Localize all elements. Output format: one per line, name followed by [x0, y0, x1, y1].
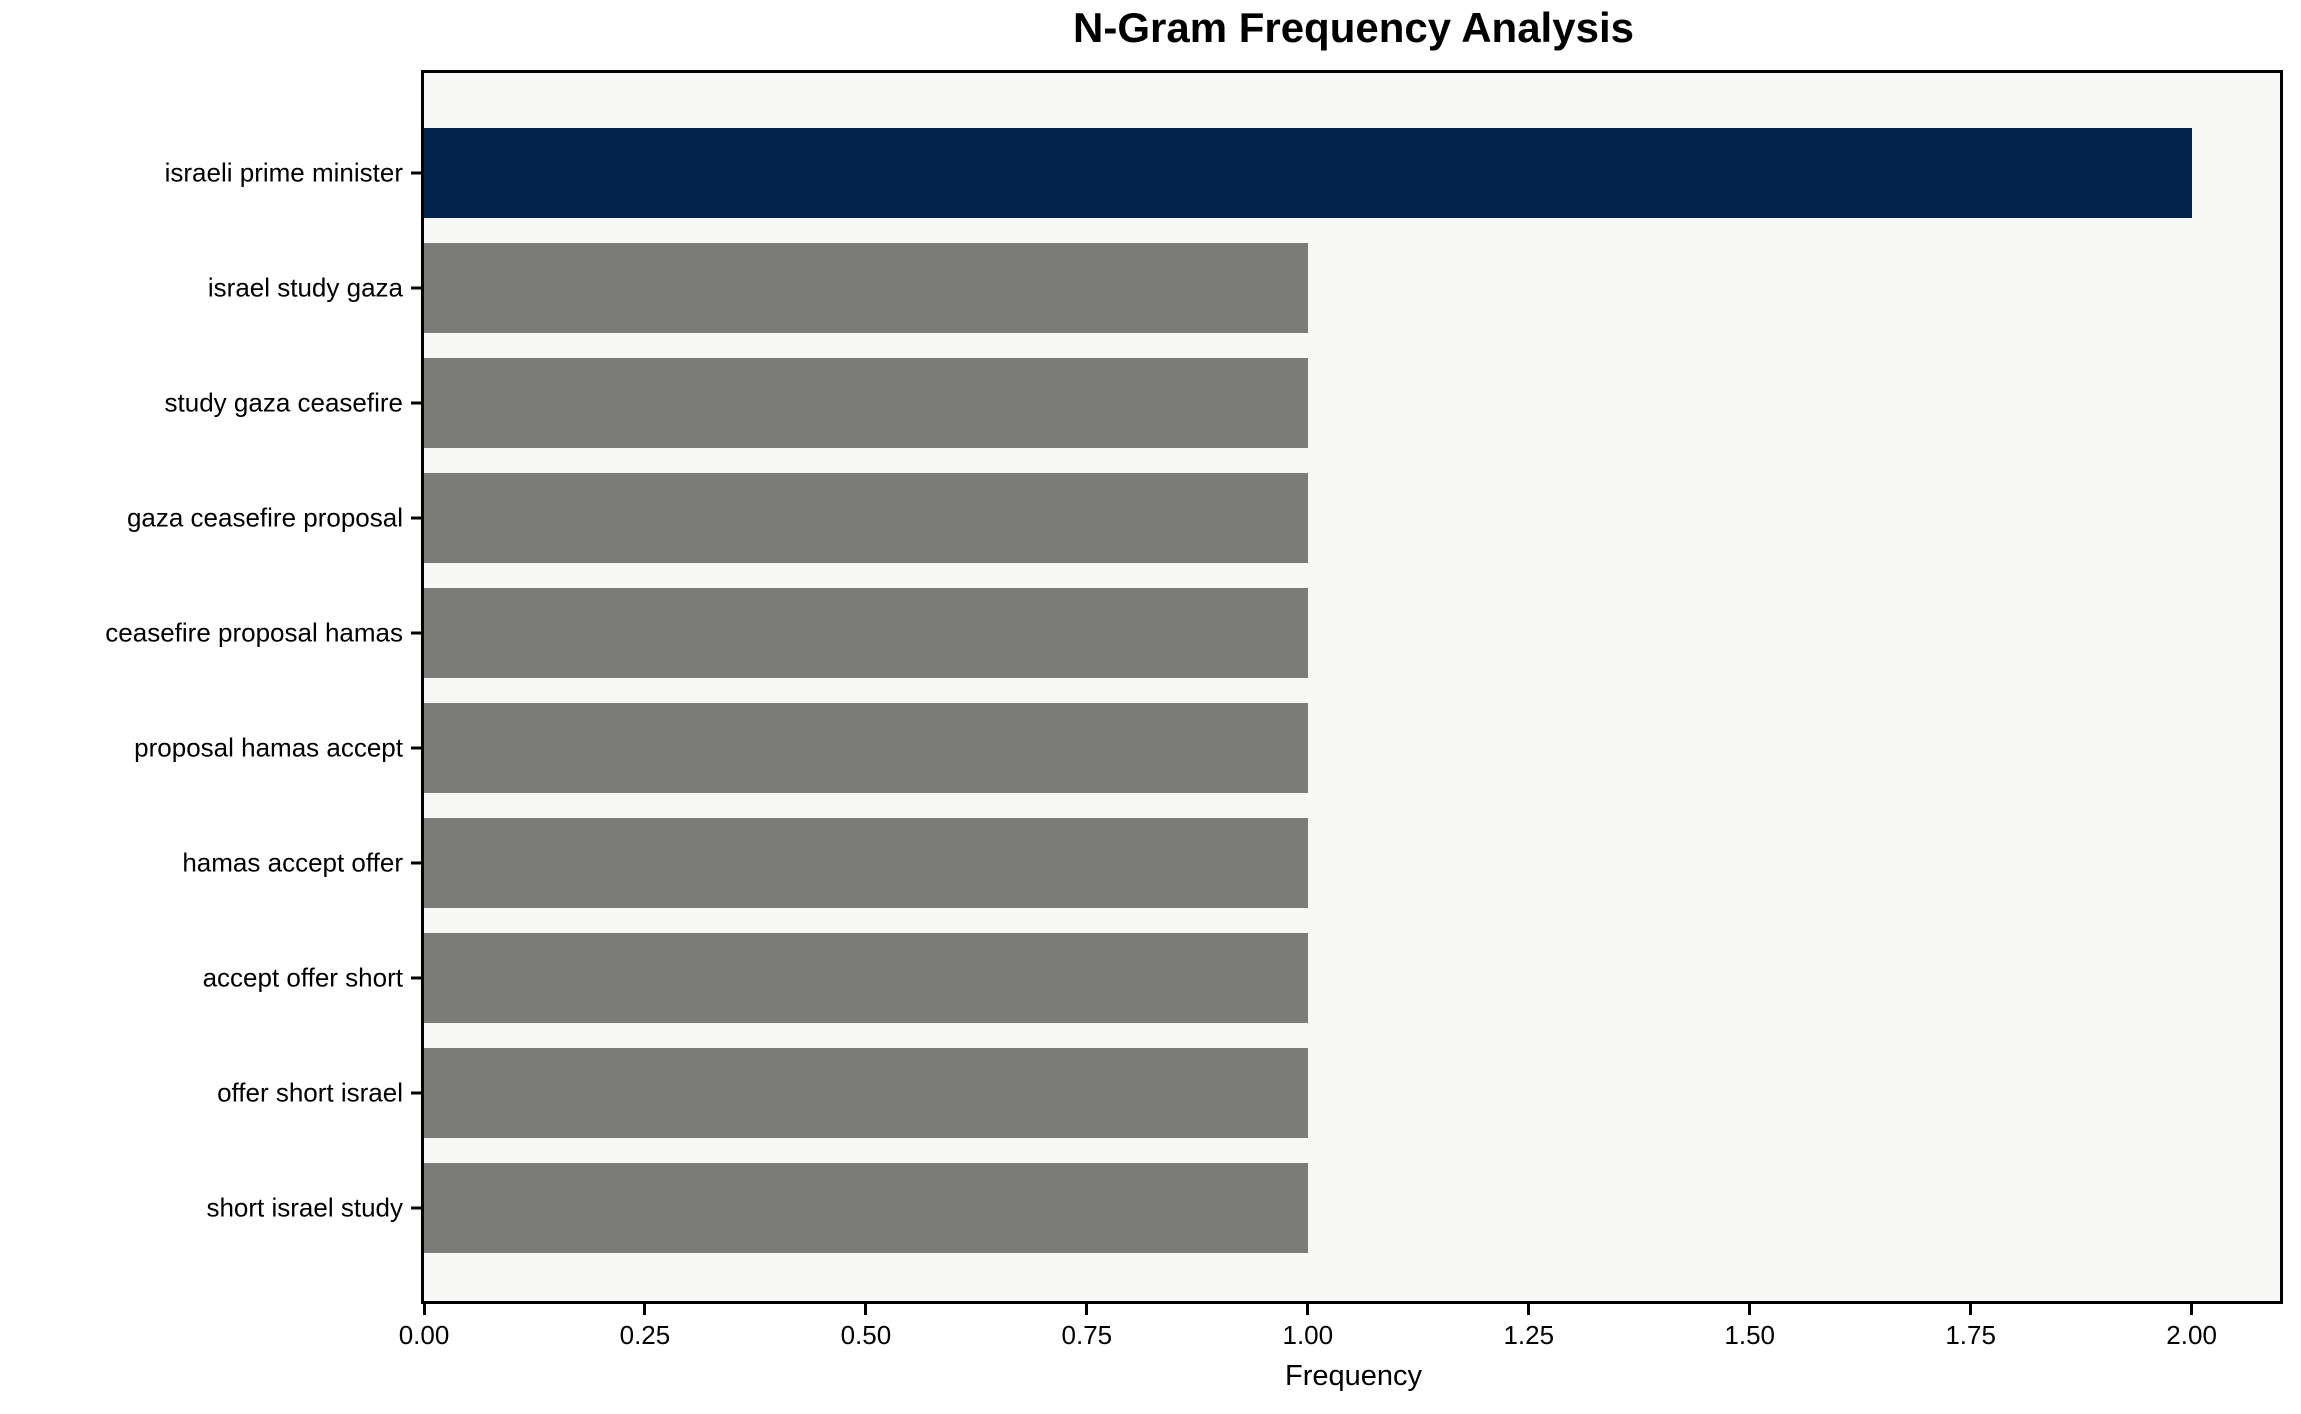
- x-tick-mark: [422, 1304, 426, 1315]
- x-tick-label: 0.50: [840, 1320, 892, 1350]
- x-tick-mark: [643, 1304, 647, 1315]
- y-tick-mark: [411, 861, 421, 865]
- y-tick-mark: [411, 516, 421, 520]
- bar-short-israel-study: [424, 1163, 1308, 1253]
- bar-ceasefire-proposal-hamas: [424, 588, 1308, 678]
- x-tick-label: 2.00: [2166, 1320, 2217, 1350]
- y-axis-label: ceasefire proposal hamas: [105, 617, 403, 648]
- x-tick-mark: [864, 1304, 868, 1315]
- x-tick-label: 0.00: [398, 1320, 450, 1350]
- bar-hamas-accept-offer: [424, 818, 1308, 908]
- y-tick-mark: [411, 401, 421, 405]
- x-tick-mark: [1527, 1304, 1531, 1315]
- bar-accept-offer-short: [424, 933, 1308, 1023]
- x-axis-label: Frequency: [1284, 1360, 1422, 1392]
- x-tick-mark: [1085, 1304, 1089, 1315]
- y-axis-label: gaza ceasefire proposal: [126, 502, 403, 533]
- plot-area: [421, 70, 2283, 1304]
- y-tick-mark: [411, 171, 421, 175]
- x-tick-mark: [1306, 1304, 1310, 1315]
- y-tick-mark: [411, 746, 421, 750]
- chart-title: N-Gram Frequency Analysis: [1073, 4, 1634, 51]
- y-axis-label: israeli prime minister: [164, 157, 403, 188]
- x-tick-label: 1.25: [1503, 1320, 1555, 1350]
- bar-proposal-hamas-accept: [424, 703, 1308, 793]
- y-tick-mark: [411, 1091, 421, 1095]
- x-tick-mark: [2190, 1304, 2194, 1315]
- y-axis-label: hamas accept offer: [182, 847, 403, 878]
- bar-israel-study-gaza: [424, 243, 1308, 333]
- bar-study-gaza-ceasefire: [424, 358, 1308, 448]
- x-tick-mark: [1748, 1304, 1752, 1315]
- y-axis-label: offer short israel: [217, 1077, 403, 1108]
- bar-offer-short-israel: [424, 1048, 1308, 1138]
- x-tick-label: 1.00: [1282, 1320, 1334, 1350]
- x-tick-label: 0.75: [1061, 1320, 1113, 1350]
- y-axis-label: study gaza ceasefire: [164, 387, 403, 418]
- x-tick-mark: [1969, 1304, 1973, 1315]
- y-axis-label: proposal hamas accept: [134, 732, 403, 763]
- y-axis-label: short israel study: [206, 1192, 403, 1223]
- y-tick-mark: [411, 1206, 421, 1210]
- x-tick-label: 0.25: [619, 1320, 671, 1350]
- y-tick-mark: [411, 286, 421, 290]
- x-tick-label: 1.50: [1724, 1320, 1775, 1350]
- y-tick-mark: [411, 631, 421, 635]
- y-tick-mark: [411, 976, 421, 980]
- y-axis-label: accept offer short: [202, 962, 403, 993]
- bar-gaza-ceasefire-proposal: [424, 473, 1308, 563]
- y-axis-label: israel study gaza: [207, 272, 403, 303]
- x-tick-label: 1.75: [1945, 1320, 1996, 1350]
- bar-israeli-prime-minister: [424, 128, 2192, 218]
